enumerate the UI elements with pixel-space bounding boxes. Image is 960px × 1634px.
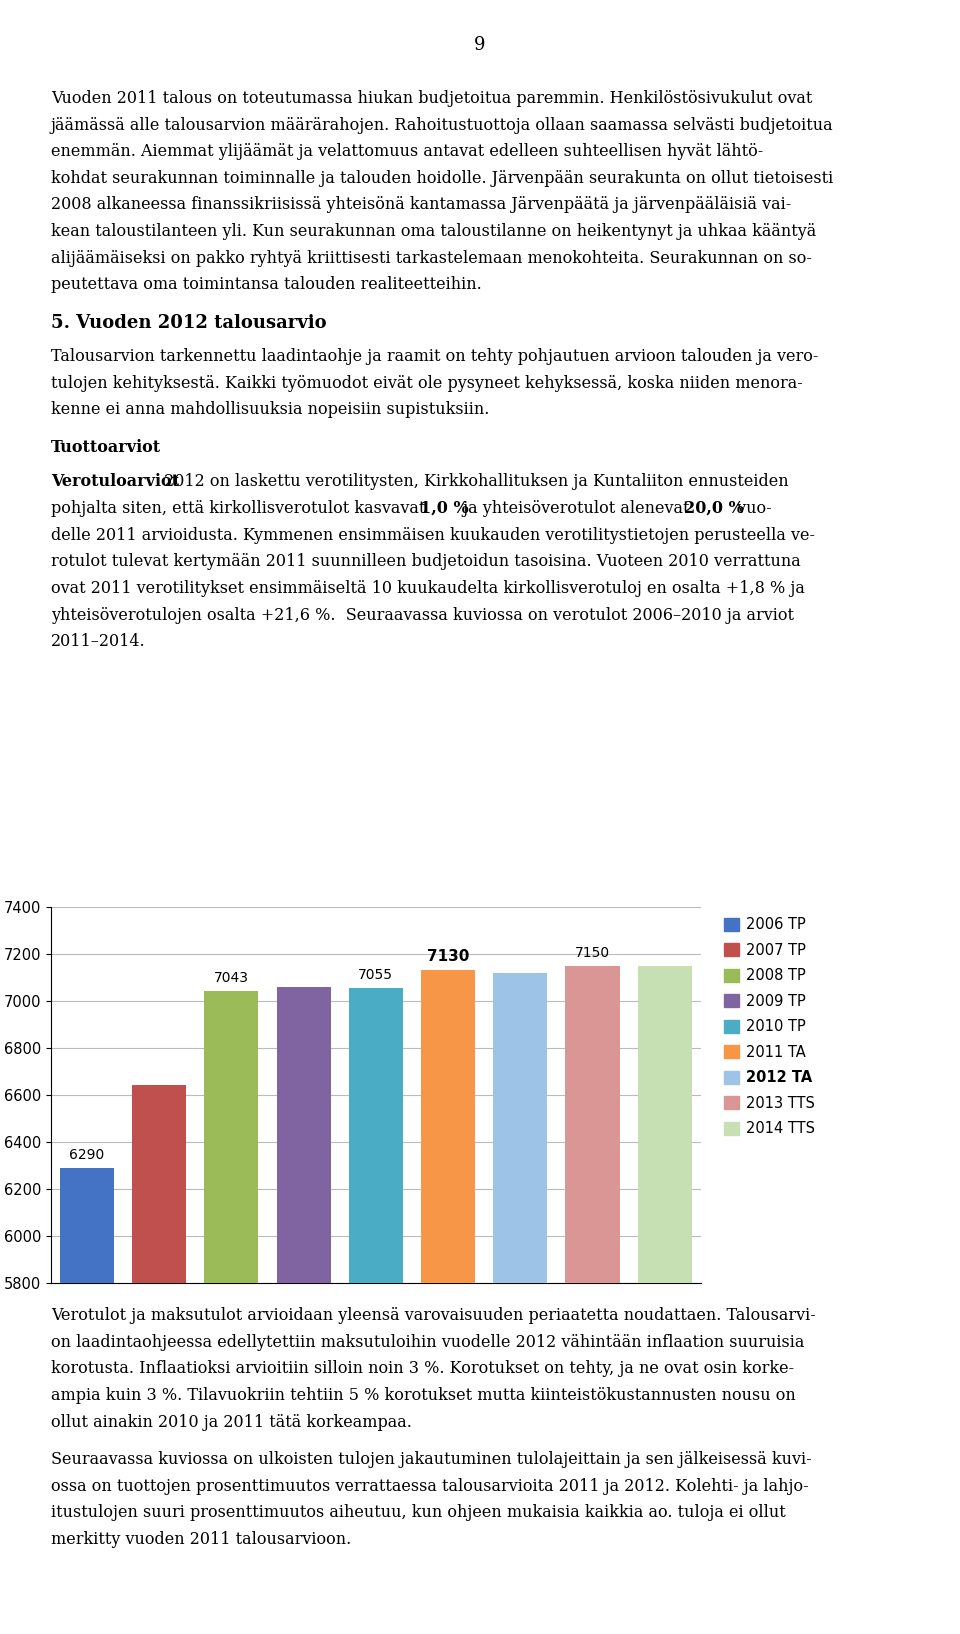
Text: ovat 2011 verotilitykset ensimmäiseltä 10 kuukaudelta kirkollisverotuloj en osal: ovat 2011 verotilitykset ensimmäiseltä 1… [51,580,804,596]
Text: Tuottoarviot: Tuottoarviot [51,440,161,456]
Text: 7043: 7043 [214,971,249,985]
Text: 7130: 7130 [427,949,469,964]
Text: Talousarvion tarkennettu laadintaohje ja raamit on tehty pohjautuen arvioon talo: Talousarvion tarkennettu laadintaohje ja… [51,348,818,366]
Text: Seuraavassa kuviossa on ulkoisten tulojen jakautuminen tulolajeittain ja sen jäl: Seuraavassa kuviossa on ulkoisten tuloje… [51,1451,811,1467]
Bar [421,971,475,1634]
Text: korotusta. Inflaatioksi arvioitiin silloin noin 3 %. Korotukset on tehty, ja ne : korotusta. Inflaatioksi arvioitiin sillo… [51,1361,794,1377]
Text: 2011–2014.: 2011–2014. [51,634,146,650]
Bar [637,966,692,1634]
Text: kean taloustilanteen yli. Kun seurakunnan oma taloustilanne on heikentynyt ja uh: kean taloustilanteen yli. Kun seurakunna… [51,224,816,240]
Text: 7150: 7150 [575,946,610,959]
Bar [276,987,330,1634]
Text: tulojen kehityksestä. Kaikki työmuodot eivät ole pysyneet kehyksessä, koska niid: tulojen kehityksestä. Kaikki työmuodot e… [51,374,803,392]
Text: 2012 on laskettu verotilitysten, Kirkkohallituksen ja Kuntaliiton ennusteiden: 2012 on laskettu verotilitysten, Kirkkoh… [159,474,789,490]
Bar [132,1085,186,1634]
Text: yhteisöverotulojen osalta +21,6 %.  Seuraavassa kuviossa on verotulot 2006–2010 : yhteisöverotulojen osalta +21,6 %. Seura… [51,606,794,624]
Text: alijäämäiseksi on pakko ryhtyä kriittisesti tarkastelemaan menokohteita. Seuraku: alijäämäiseksi on pakko ryhtyä kriittise… [51,250,812,266]
Bar [493,972,547,1634]
Text: ossa on tuottojen prosenttimuutos verrattaessa talousarvioita 2011 ja 2012. Kole: ossa on tuottojen prosenttimuutos verrat… [51,1477,808,1495]
Text: jäämässä alle talousarvion määrärahojen. Rahoitustuottoja ollaan saamassa selväs: jäämässä alle talousarvion määrärahojen.… [51,116,833,134]
Text: merkitty vuoden 2011 talousarvioon.: merkitty vuoden 2011 talousarvioon. [51,1531,351,1547]
Text: itustulojen suuri prosenttimuutos aiheutuu, kun ohjeen mukaisia kaikkia ao. tulo: itustulojen suuri prosenttimuutos aiheut… [51,1505,785,1521]
Text: ollut ainakin 2010 ja 2011 tätä korkeampaa.: ollut ainakin 2010 ja 2011 tätä korkeamp… [51,1413,412,1431]
Legend: 2006 TP, 2007 TP, 2008 TP, 2009 TP, 2010 TP, 2011 TA, 2012 TA, 2013 TTS, 2014 TT: 2006 TP, 2007 TP, 2008 TP, 2009 TP, 2010… [721,913,818,1139]
Text: 1,0 %: 1,0 % [420,500,468,516]
Bar [204,990,258,1634]
Text: 9: 9 [474,36,486,54]
Text: enemmän. Aiemmat ylijäämät ja velattomuus antavat edelleen suhteellisen hyvät lä: enemmän. Aiemmat ylijäämät ja velattomuu… [51,144,763,160]
Text: 6290: 6290 [69,1147,105,1162]
Bar [60,1168,114,1634]
Text: ampia kuin 3 %. Tilavuokriin tehtiin 5 % korotukset mutta kiinteistökustannusten: ampia kuin 3 %. Tilavuokriin tehtiin 5 %… [51,1387,796,1404]
Text: ja yhteisöverotulot alenevat: ja yhteisöverotulot alenevat [458,500,694,516]
Text: peutettava oma toimintansa talouden realiteetteihin.: peutettava oma toimintansa talouden real… [51,276,482,294]
Text: vuo-: vuo- [732,500,772,516]
Text: 5. Vuoden 2012 talousarvio: 5. Vuoden 2012 talousarvio [51,314,326,332]
Bar [565,966,619,1634]
Text: 20,0 %: 20,0 % [684,500,743,516]
Text: Vuoden 2011 talous on toteutumassa hiukan budjetoitua paremmin. Henkilöstösivuku: Vuoden 2011 talous on toteutumassa hiuka… [51,90,812,106]
Text: Verotulot ja maksutulot arvioidaan yleensä varovaisuuden periaatetta noudattaen.: Verotulot ja maksutulot arvioidaan yleen… [51,1307,816,1324]
Text: kenne ei anna mahdollisuuksia nopeisiin supistuksiin.: kenne ei anna mahdollisuuksia nopeisiin … [51,402,490,418]
Text: 2008 alkaneessa finanssikriisissä yhteisönä kantamassa Järvenpäätä ja järvenpääl: 2008 alkaneessa finanssikriisissä yhteis… [51,196,791,214]
Text: 7055: 7055 [358,967,394,982]
Text: kohdat seurakunnan toiminnalle ja talouden hoidolle. Järvenpään seurakunta on ol: kohdat seurakunnan toiminnalle ja taloud… [51,170,833,186]
Text: Verotuloarviot: Verotuloarviot [51,474,179,490]
Text: delle 2011 arvioidusta. Kymmenen ensimmäisen kuukauden verotilitystietojen perus: delle 2011 arvioidusta. Kymmenen ensimmä… [51,526,815,544]
Text: rotulot tulevat kertymään 2011 suunnilleen budjetoidun tasoisina. Vuoteen 2010 v: rotulot tulevat kertymään 2011 suunnille… [51,554,801,570]
Text: pohjalta siten, että kirkollisverotulot kasvavat: pohjalta siten, että kirkollisverotulot … [51,500,430,516]
Bar [348,989,403,1634]
Text: on laadintaohjeessa edellytettiin maksutuloihin vuodelle 2012 vähintään inflaati: on laadintaohjeessa edellytettiin maksut… [51,1333,804,1351]
